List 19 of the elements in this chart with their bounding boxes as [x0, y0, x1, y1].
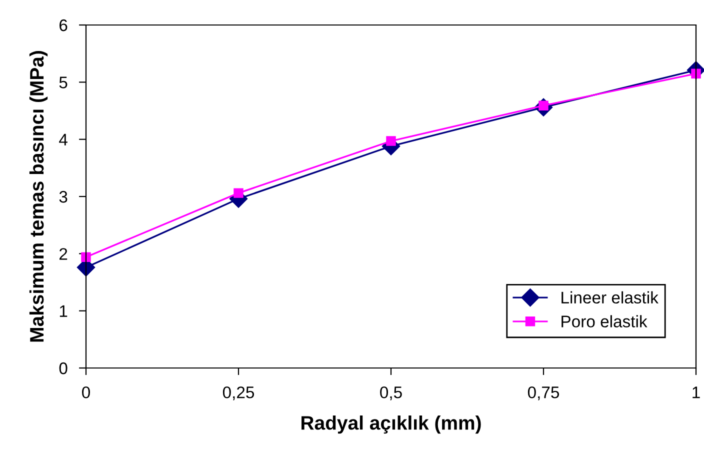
x-axis-title: Radyal açıklık (mm) — [302, 415, 481, 434]
y-tick-label: 0 — [59, 362, 68, 374]
y-tick-label: 4 — [59, 134, 68, 146]
y-tick-label: 2 — [60, 248, 68, 260]
legend-label: Poro elastik — [562, 315, 648, 328]
x-tick-label: 0,5 — [380, 386, 402, 400]
x-tick-label: 0,25 — [222, 386, 254, 400]
x-tick-label: 0,75 — [528, 386, 560, 400]
legend-label: Lineer elastik — [562, 291, 658, 304]
y-tick-label: 1 — [60, 305, 68, 317]
x-tick-label: 0 — [82, 386, 90, 398]
point — [81, 252, 91, 262]
y-tick-label: 3 — [59, 190, 68, 203]
y-axis-title: Maksimum temas basıncı (MPa) — [29, 51, 48, 342]
point — [386, 136, 396, 146]
point — [234, 188, 244, 198]
x-tick-label: 1 — [692, 386, 700, 398]
y-tick-label: 6 — [60, 19, 68, 32]
y-tick-label: 5 — [59, 76, 68, 88]
